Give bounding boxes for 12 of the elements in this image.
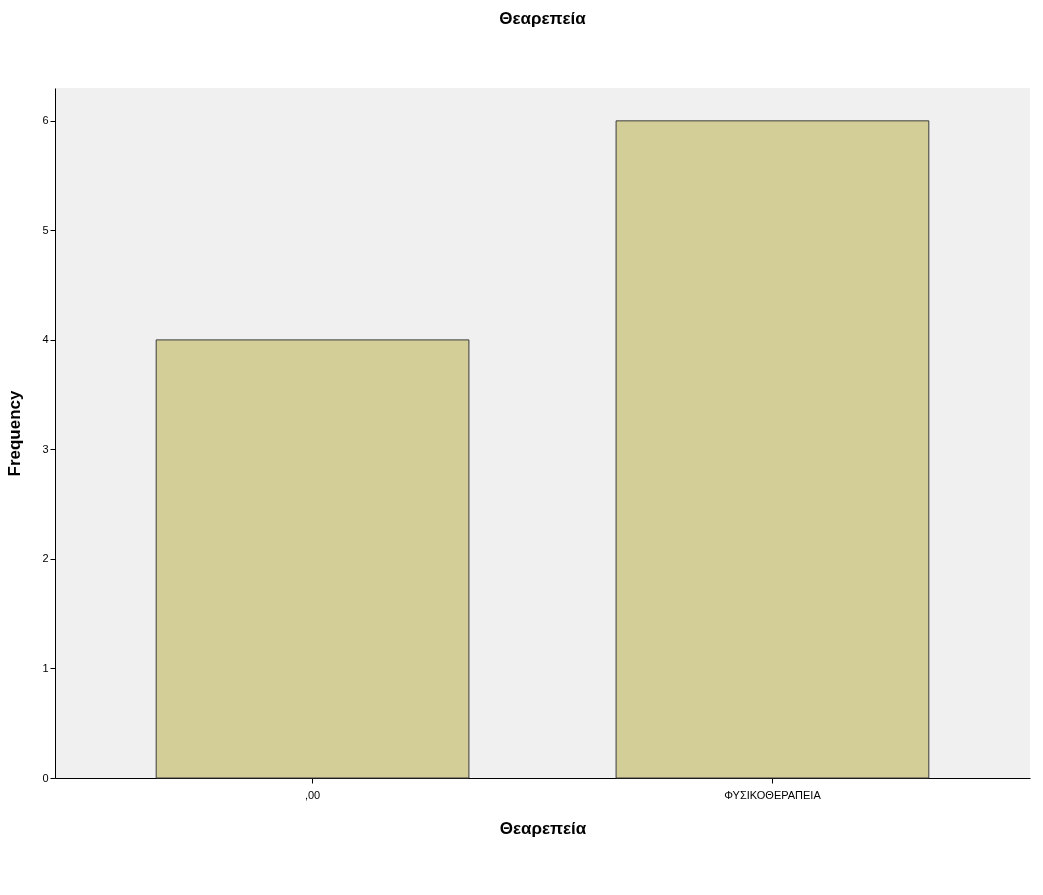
x-tick-label: ΦΥΣΙΚΟΘΕΡΑΠΕΙΑ: [724, 788, 822, 801]
chart-title: Θεαρεπεία: [499, 9, 587, 28]
y-axis-title: Frequency: [5, 389, 25, 477]
x-tick-label: ,00: [304, 788, 321, 801]
y-tick-label: 5: [42, 223, 49, 236]
y-tick-label: 1: [42, 661, 49, 674]
y-tick-label: 6: [42, 114, 49, 127]
y-tick-label: 2: [42, 552, 49, 565]
y-tick-label: 3: [42, 442, 49, 455]
x-axis-title: Θεαρεπεία: [499, 818, 587, 838]
y-tick-label: 4: [42, 333, 49, 346]
y-tick-label: 0: [42, 771, 49, 784]
